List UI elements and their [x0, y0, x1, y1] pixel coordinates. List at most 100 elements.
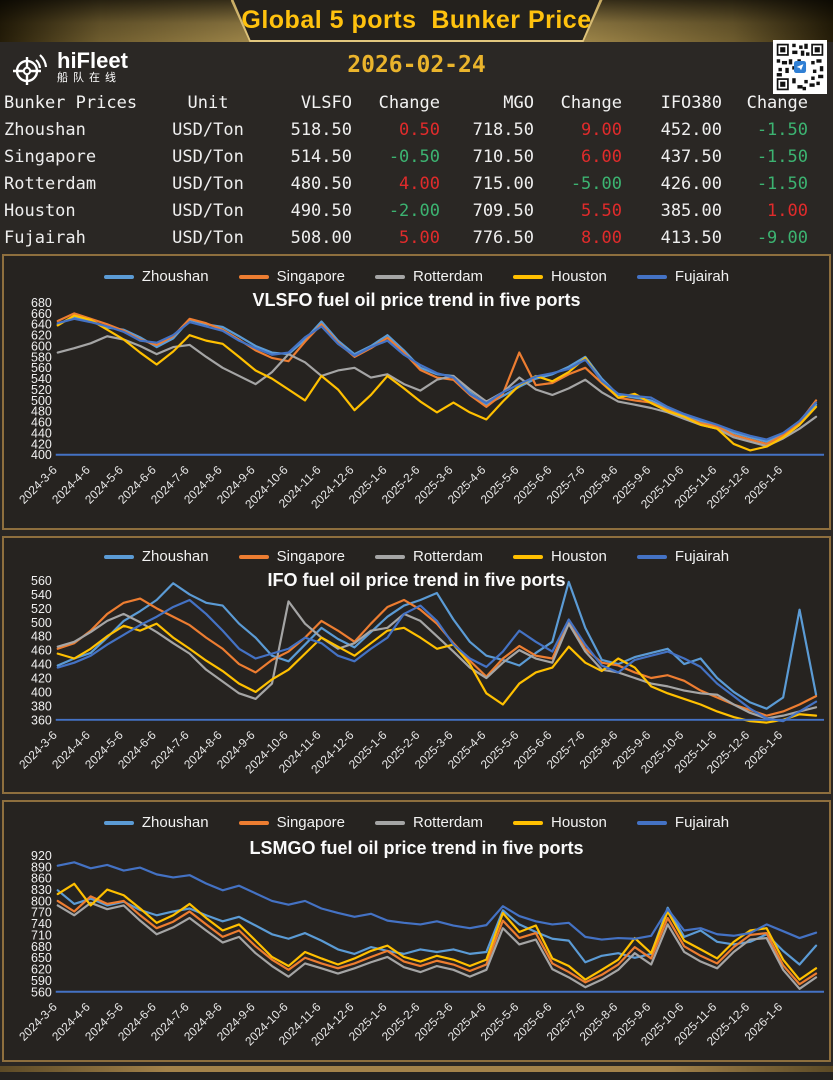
change-value: 0.50 — [399, 120, 440, 140]
col-change-3: Change — [746, 93, 808, 113]
vlsfo-line-chart: 6806606406206005805605405205004804604404… — [16, 296, 825, 511]
header-band: Global 5 ports Bunker Price — [0, 0, 833, 42]
vlsfo-chart-panel: Zhoushan Singapore Rotterdam Houston Fuj… — [2, 254, 831, 530]
svg-text:440: 440 — [31, 426, 52, 440]
legend-item: Houston — [513, 268, 607, 285]
svg-text:680: 680 — [31, 940, 52, 954]
brand-name: hiFleet — [57, 47, 128, 73]
svg-text:500: 500 — [31, 616, 52, 630]
legend-item: Houston — [513, 814, 607, 831]
svg-text:520: 520 — [31, 383, 52, 397]
brand-logo: hiFleet 船队在线 — [10, 46, 128, 88]
legend-swatch — [636, 274, 667, 279]
svg-text:560: 560 — [31, 574, 52, 588]
svg-text:360: 360 — [31, 713, 52, 727]
svg-text:830: 830 — [31, 883, 52, 897]
svg-text:710: 710 — [31, 928, 52, 942]
svg-text:650: 650 — [31, 951, 52, 965]
col-mgo: MGO — [503, 93, 534, 113]
legend-item: Singapore — [238, 814, 345, 831]
qr-code — [773, 40, 827, 94]
table-row: Houston USD/Ton 490.50 -2.00 709.50 5.50… — [0, 198, 833, 225]
legend-swatch — [636, 820, 667, 825]
change-value: -1.50 — [756, 120, 808, 140]
lsmgo-line-chart: 9208908608308007707407106806506205905602… — [16, 849, 825, 1048]
change-value: 5.00 — [399, 228, 440, 248]
change-value: -2.00 — [388, 201, 440, 221]
svg-text:620: 620 — [31, 963, 52, 977]
svg-text:480: 480 — [31, 630, 52, 644]
svg-text:680: 680 — [31, 296, 52, 310]
legend-item: Rotterdam — [375, 268, 483, 285]
svg-text:540: 540 — [31, 588, 52, 602]
col-change-2: Change — [560, 93, 622, 113]
svg-text:590: 590 — [31, 974, 52, 988]
svg-text:580: 580 — [31, 350, 52, 364]
change-value: -5.00 — [570, 174, 622, 194]
svg-text:800: 800 — [31, 894, 52, 908]
change-value: -0.50 — [388, 147, 440, 167]
legend-swatch — [375, 274, 405, 279]
svg-text:660: 660 — [31, 307, 52, 321]
svg-text:460: 460 — [31, 416, 52, 430]
legend-swatch — [513, 820, 544, 825]
svg-text:380: 380 — [31, 699, 52, 713]
svg-text:740: 740 — [31, 917, 52, 931]
port-name: Rotterdam — [4, 174, 97, 194]
col-bunker-prices: Bunker Prices — [4, 93, 138, 113]
ifo-chart-panel: Zhoushan Singapore Rotterdam Houston Fuj… — [2, 536, 831, 794]
info-strip: hiFleet 船队在线 2026-02-24 — [0, 40, 833, 94]
table-row: Singapore USD/Ton 514.50 -0.50 710.50 6.… — [0, 144, 833, 171]
legend-swatch — [636, 554, 667, 559]
change-value: -9.00 — [756, 228, 808, 248]
svg-text:400: 400 — [31, 448, 52, 462]
legend-item: Houston — [513, 548, 607, 565]
legend-swatch — [513, 554, 544, 559]
legend-swatch — [103, 274, 134, 279]
legend-item: Zhoushan — [103, 548, 209, 565]
table-header-row: Bunker Prices Unit VLSFO Change MGO Chan… — [0, 90, 833, 117]
legend-item: Zhoushan — [103, 814, 209, 831]
ifo-line-chart: 5605405205004804604404204003803602024-3-… — [16, 574, 825, 776]
svg-text:560: 560 — [31, 361, 52, 375]
change-value: -1.50 — [756, 174, 808, 194]
chart-title: IFO fuel oil price trend in five ports — [267, 570, 566, 590]
svg-text:640: 640 — [31, 318, 52, 332]
legend-item: Rotterdam — [375, 814, 483, 831]
table-row: Fujairah USD/Ton 508.00 5.00 776.50 8.00… — [0, 225, 833, 252]
svg-text:860: 860 — [31, 872, 52, 886]
svg-text:890: 890 — [31, 860, 52, 874]
port-name: Houston — [4, 201, 76, 221]
legend-swatch — [238, 274, 269, 279]
change-value: 9.00 — [581, 120, 622, 140]
svg-text:400: 400 — [31, 685, 52, 699]
col-change-1: Change — [378, 93, 440, 113]
chart-title: VLSFO fuel oil price trend in five ports — [252, 290, 581, 310]
bunker-price-table: Bunker Prices Unit VLSFO Change MGO Chan… — [0, 90, 833, 252]
port-name: Zhoushan — [4, 120, 86, 140]
svg-text:920: 920 — [31, 849, 52, 863]
legend-swatch — [513, 274, 544, 279]
svg-text:600: 600 — [31, 339, 52, 353]
legend-item: Fujairah — [636, 814, 729, 831]
svg-text:520: 520 — [31, 602, 52, 616]
svg-text:500: 500 — [31, 394, 52, 408]
table-row: Rotterdam USD/Ton 480.50 4.00 715.00 -5.… — [0, 171, 833, 198]
port-name: Singapore — [4, 147, 97, 167]
legend-item: Singapore — [238, 548, 345, 565]
legend-item: Fujairah — [636, 548, 729, 565]
change-value: 1.00 — [767, 201, 808, 221]
bottom-margin — [0, 1072, 833, 1080]
change-value: 4.00 — [399, 174, 440, 194]
legend-swatch — [103, 820, 134, 825]
bottom-gold-strip — [0, 1066, 833, 1072]
legend-item: Zhoushan — [103, 268, 209, 285]
svg-text:560: 560 — [31, 985, 52, 999]
legend-swatch — [375, 554, 405, 559]
change-value: 5.50 — [581, 201, 622, 221]
page-title: Global 5 ports Bunker Price — [241, 5, 592, 34]
chart-legend: Zhoushan Singapore Rotterdam Houston Fuj… — [4, 814, 829, 831]
svg-text:540: 540 — [31, 372, 52, 386]
col-vlsfo: VLSFO — [300, 93, 352, 113]
